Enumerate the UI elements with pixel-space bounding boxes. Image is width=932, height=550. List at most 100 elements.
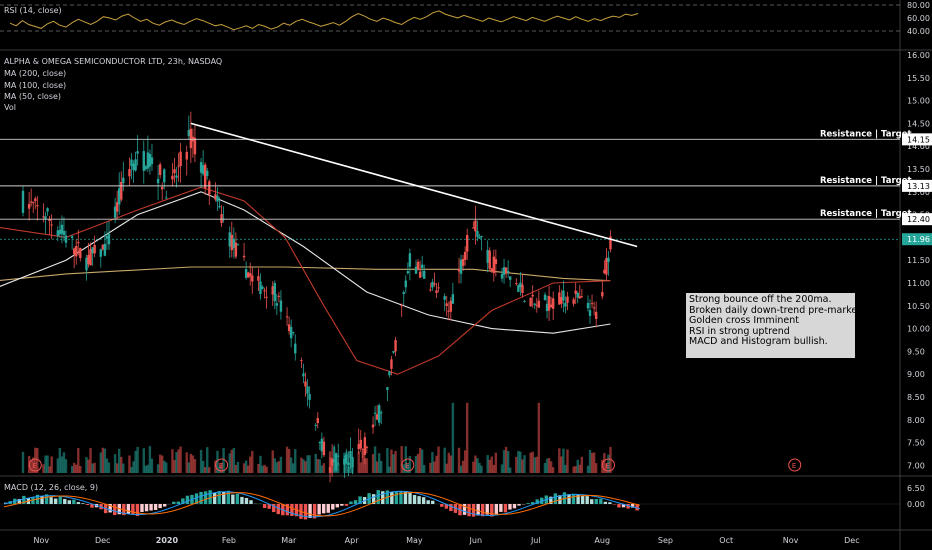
macd-histogram-bar [322, 504, 326, 514]
candle-body [279, 300, 283, 312]
candle-body [201, 165, 205, 175]
macd-histogram-bar [153, 504, 158, 511]
candle-body [261, 286, 264, 289]
volume-bar [279, 456, 283, 473]
volume-bar [146, 464, 150, 473]
candle-body [105, 236, 109, 239]
volume-bar [173, 460, 176, 473]
candle-body [451, 294, 455, 304]
candle-body [564, 302, 567, 307]
candle-body [29, 201, 33, 203]
macd-histogram-bar [235, 493, 240, 504]
x-axis-label: Jul [530, 536, 541, 545]
volume-bar [457, 447, 461, 473]
macd-histogram-bar [108, 504, 112, 513]
candle-body [251, 275, 254, 282]
price-tick-label: 14.50 [907, 119, 930, 128]
macd-histogram-bar [81, 503, 85, 504]
candle-body [588, 310, 592, 316]
volume-bar [519, 451, 522, 473]
price-tag [902, 233, 932, 246]
x-axis-label: Dec [95, 536, 110, 545]
macd-histogram-bar [335, 504, 340, 508]
volume-bar [175, 452, 178, 473]
volume-bar [463, 450, 467, 473]
volume-bar [304, 461, 307, 473]
candle-body [187, 129, 191, 136]
ma200-line [0, 191, 611, 334]
candle-body [429, 289, 432, 291]
macd-histogram-bar [399, 490, 403, 504]
candle-body [220, 214, 223, 224]
candle-body [203, 164, 207, 189]
candle-body [234, 242, 238, 257]
volume-bar [560, 456, 563, 473]
candle-body [478, 236, 481, 239]
candle-body [535, 304, 538, 306]
macd-histogram-bar [371, 494, 376, 504]
candle-body [420, 264, 424, 269]
macd-histogram-bar [290, 504, 294, 516]
macd-histogram-bar [22, 495, 26, 504]
signal-line [3, 491, 641, 517]
macd-histogram-bar [476, 504, 480, 516]
volume-bar [134, 450, 137, 473]
volume-bar [48, 466, 51, 473]
price-tag-label: 13.13 [907, 182, 930, 191]
candle-body [142, 151, 145, 171]
candle-body [77, 242, 80, 244]
macd-histogram-bar [326, 504, 330, 513]
candle-body [416, 261, 420, 270]
volume-bar [234, 464, 238, 473]
earnings-marker-icon [601, 458, 615, 472]
volume-bar [132, 461, 135, 473]
price-tag-label: 11.96 [907, 235, 930, 244]
macd-histogram-bar [358, 496, 362, 504]
price-tag-label: 14.15 [907, 135, 930, 144]
macd-histogram-bar [408, 491, 412, 504]
macd-histogram-bar [494, 504, 499, 516]
volume-bar [386, 447, 389, 473]
candle-body [113, 206, 117, 218]
volume-bar [551, 467, 555, 473]
volume-bar [580, 456, 584, 473]
volume-bar [142, 448, 145, 473]
candle-body [508, 276, 512, 280]
macd-histogram-bar [449, 504, 453, 512]
volume-bar [318, 459, 322, 473]
volume-bar [494, 452, 498, 473]
volume-bar [390, 449, 393, 473]
candles [21, 111, 612, 483]
candle-body [132, 163, 135, 171]
price-tag [902, 179, 932, 192]
macd-histogram-bar [185, 495, 190, 504]
volume-bar [337, 462, 340, 473]
x-axis-label: 2020 [156, 536, 179, 545]
candle-body [404, 280, 407, 288]
volume-bar [187, 462, 191, 473]
candle-body [185, 151, 188, 160]
volume-bar [402, 464, 405, 473]
candle-body [449, 300, 453, 312]
macd-histogram-bar [49, 497, 53, 504]
volume-bar [562, 448, 565, 473]
candle-body [365, 446, 369, 448]
macd-histogram-bar [244, 497, 249, 504]
volume-bar [314, 453, 317, 473]
volume-bar [144, 465, 148, 473]
volume-bar [564, 464, 567, 473]
macd-histogram-bar [40, 496, 44, 504]
candle-body [322, 441, 326, 456]
volume-bar [251, 450, 254, 473]
candle-body [380, 412, 383, 414]
macd-histogram-bar [113, 504, 117, 516]
macd-histogram-bar [126, 504, 131, 515]
volume-bar [36, 447, 39, 473]
volume-bar [488, 459, 491, 473]
macd-histogram-bar [172, 501, 176, 504]
macd-histogram-bar [417, 496, 421, 504]
macd-histogram-bar [131, 504, 135, 515]
volume-bar [34, 447, 37, 473]
macd-histogram-bar [85, 504, 90, 505]
